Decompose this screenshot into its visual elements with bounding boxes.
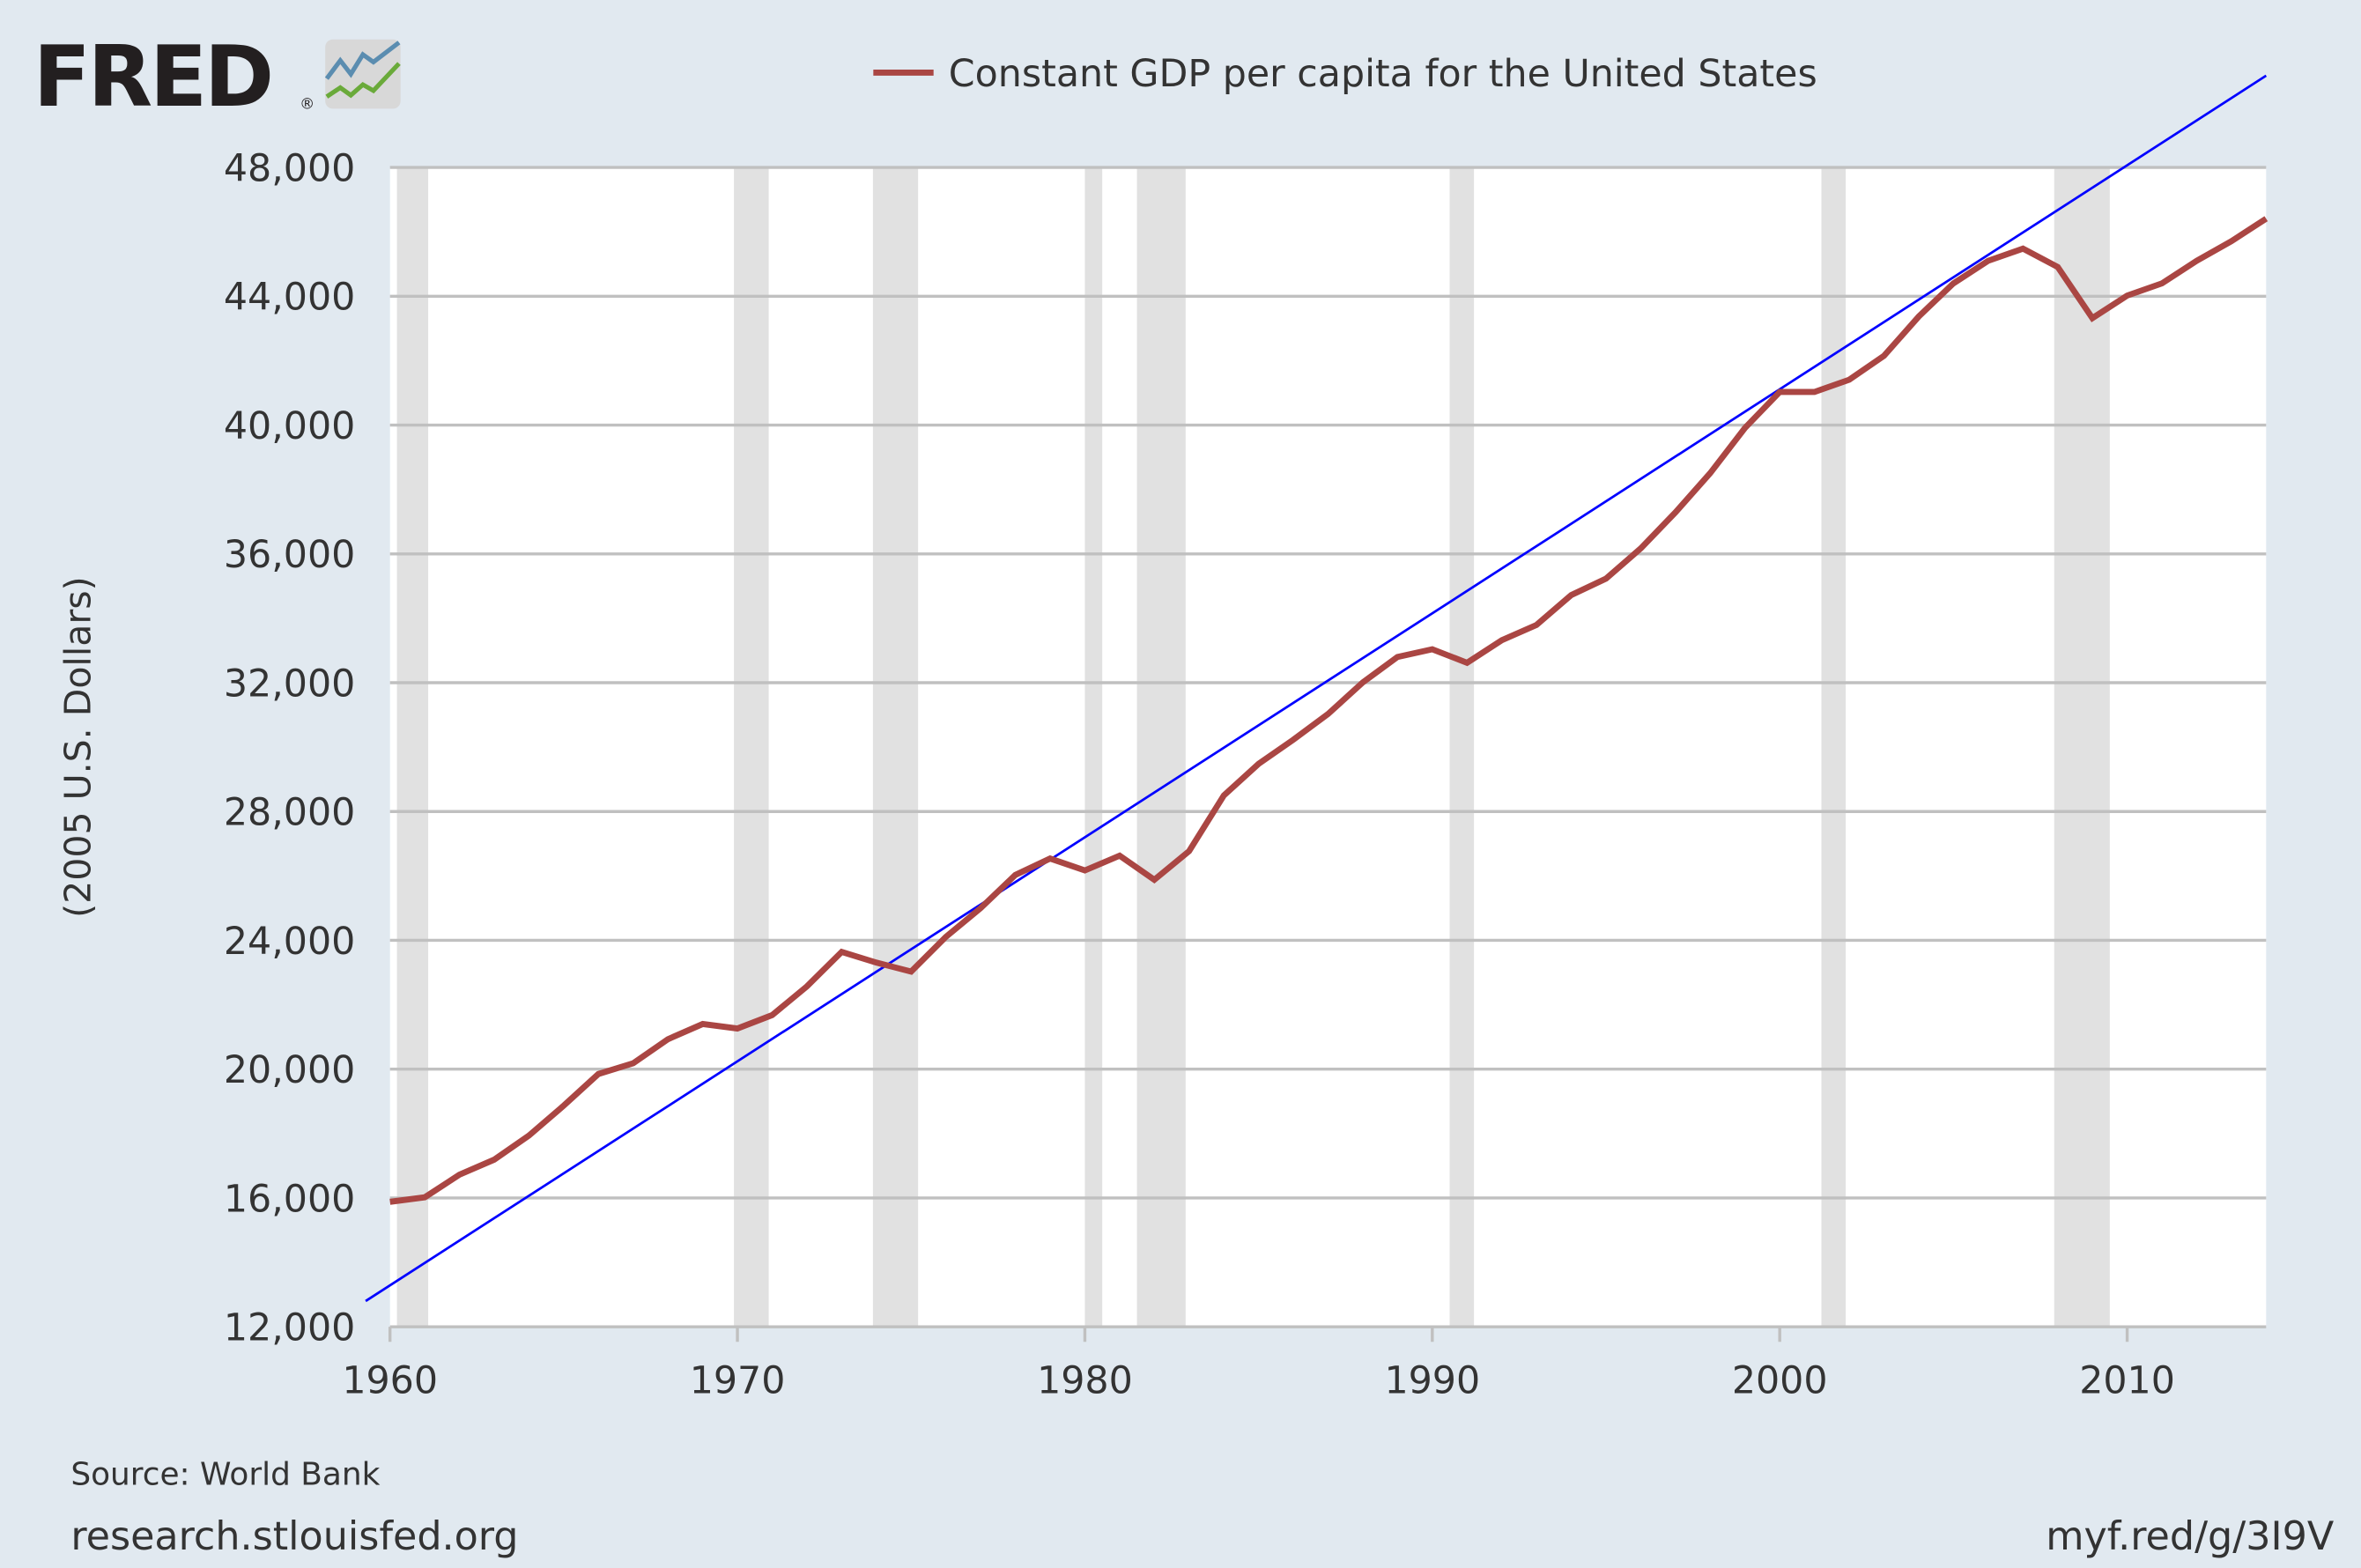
plot-area	[389, 167, 2267, 1328]
legend-label: Constant GDP per capita for the United S…	[949, 52, 1817, 96]
x-tick-label: 1980	[1037, 1358, 1133, 1402]
y-axis-label: (2005 U.S. Dollars)	[57, 576, 100, 917]
short-url-link[interactable]: myf.red/g/3I9V	[2046, 1514, 2335, 1559]
recession-band	[872, 167, 919, 1328]
source-text: Source: World Bank	[70, 1457, 380, 1493]
site-link[interactable]: research.stlouisfed.org	[70, 1514, 518, 1559]
x-tick-label: 2010	[2079, 1358, 2175, 1402]
trend-line	[365, 74, 2268, 1303]
fred-logo-text: FRED	[33, 27, 271, 126]
series-line	[389, 216, 2268, 1205]
recession-band	[1449, 167, 1475, 1328]
y-tick-label: 24,000	[224, 920, 355, 964]
recession-band	[1084, 167, 1103, 1328]
x-tick-label: 1990	[1384, 1358, 1480, 1402]
y-tick-label: 32,000	[224, 662, 355, 706]
recession-band	[1136, 167, 1186, 1328]
y-tick-label: 28,000	[224, 791, 355, 835]
y-tick-label: 48,000	[224, 146, 355, 190]
y-tick-label: 44,000	[224, 276, 355, 320]
recession-band	[734, 167, 769, 1328]
x-tick-label: 1960	[342, 1358, 438, 1402]
legend: Constant GDP per capita for the United S…	[873, 52, 1817, 96]
y-tick-label: 12,000	[224, 1306, 355, 1350]
y-tick-label: 40,000	[224, 404, 355, 448]
y-tick-label: 36,000	[224, 533, 355, 577]
y-tick-label: 20,000	[224, 1048, 355, 1092]
recession-band	[396, 167, 429, 1328]
fred-logo[interactable]: FRED ®	[33, 27, 401, 126]
recession-band	[1821, 167, 1847, 1328]
y-tick-label: 16,000	[224, 1177, 355, 1221]
x-tick-label: 1970	[690, 1358, 786, 1402]
registered-mark: ®	[300, 95, 315, 113]
x-tick-label: 2000	[1732, 1358, 1828, 1402]
recession-band	[2054, 167, 2110, 1328]
fred-chart-icon	[324, 39, 401, 109]
